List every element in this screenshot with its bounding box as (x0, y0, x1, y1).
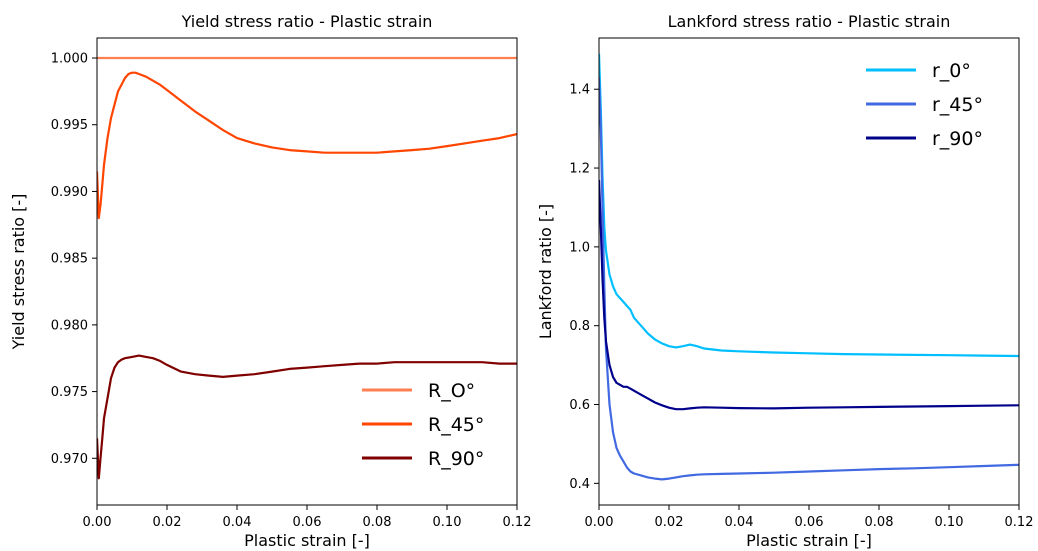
x-tick-label: 0.10 (433, 515, 462, 530)
y-tick-label: 1.2 (569, 162, 590, 177)
x-tick-label: 0.08 (363, 515, 392, 530)
x-tick-label: 0.04 (223, 515, 252, 530)
y-tick-label: 1.0 (569, 240, 590, 255)
chart-panel-1: 0.00 0.02 0.04 0.06 0.08 0.10 0.12 0.970 0.975 0.… (9, 12, 531, 550)
y-tick-label: 1.000 (51, 52, 88, 67)
x-tick-label: 0.12 (503, 515, 532, 530)
legend-label: R_90° (428, 448, 484, 470)
y-tick-label: 0.990 (51, 185, 88, 200)
series-group (599, 53, 1019, 481)
legend-label: r_90° (932, 128, 983, 150)
legend-label: R_45° (428, 414, 484, 436)
x-axis-label: Plastic strain [-] (746, 531, 872, 550)
x-tick-label: 0.02 (655, 515, 684, 530)
x-tick-label: 0.06 (795, 515, 824, 530)
y-tick-label: 0.975 (51, 385, 88, 400)
y-tick-label: 0.970 (51, 452, 88, 467)
x-tick-label: 0.08 (865, 515, 894, 530)
legend-label: r_0° (932, 60, 971, 82)
legend: R_O° R_45° R_90° (362, 380, 484, 470)
y-tick-label: 0.985 (51, 252, 88, 267)
series-line-3 (599, 179, 1019, 411)
chart-panel-2: 0.00 0.02 0.04 0.06 0.08 0.10 0.12 0.4 0.6 0.8 1.0… (536, 12, 1033, 550)
chart-title: Yield stress ratio - Plastic strain (181, 12, 433, 31)
y-tick-label: 0.4 (569, 477, 590, 492)
x-tick-label: 0.00 (83, 515, 112, 530)
x-tick-label: 0.10 (935, 515, 964, 530)
x-tick-label: 0.00 (585, 515, 614, 530)
series-line-3 (97, 354, 517, 480)
chart-title: Lankford stress ratio - Plastic strain (668, 12, 951, 31)
x-tick-label: 0.06 (293, 515, 322, 530)
y-tick-label: 0.6 (569, 398, 590, 413)
y-tick-label: 0.8 (569, 319, 590, 334)
legend-label: r_45° (932, 94, 983, 116)
x-tick-label: 0.12 (1005, 515, 1034, 530)
series-group (97, 56, 517, 480)
series-line-1 (599, 53, 1019, 358)
series-line-2 (599, 77, 1019, 481)
x-tick-label: 0.04 (725, 515, 754, 530)
series-line-2 (97, 71, 517, 220)
y-tick-label: 0.980 (51, 318, 88, 333)
y-tick-label: 0.995 (51, 118, 88, 133)
x-axis-label: Plastic strain [-] (244, 531, 370, 550)
y-tick-label: 1.4 (569, 83, 590, 98)
legend-label: R_O° (428, 380, 475, 402)
y-axis-label: Lankford ratio [-] (536, 204, 555, 339)
y-axis-label: Yield stress ratio [-] (9, 194, 28, 351)
legend: r_0° r_45° r_90° (866, 60, 983, 150)
x-tick-label: 0.02 (153, 515, 182, 530)
